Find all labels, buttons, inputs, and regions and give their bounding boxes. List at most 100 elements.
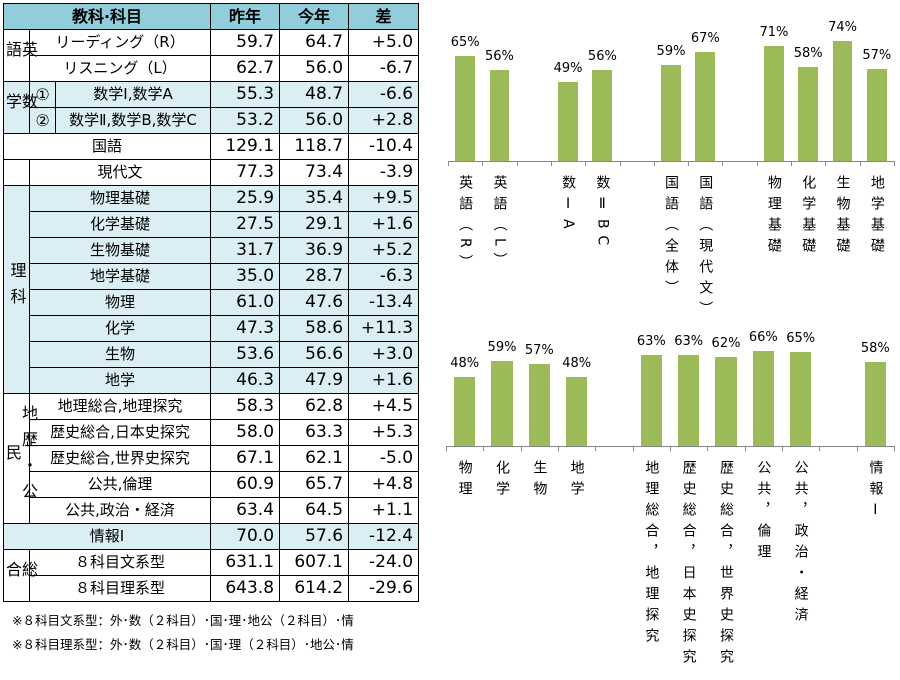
bar (558, 81, 579, 161)
data-label: 48% (450, 355, 480, 371)
this-year-cell: 47.9 (279, 367, 350, 394)
x-axis-line (446, 446, 894, 447)
bar (677, 355, 700, 446)
x-axis-tick (819, 446, 821, 451)
data-label: 57% (524, 342, 554, 358)
bar (798, 67, 819, 161)
group-cell: 数学 (3, 81, 38, 134)
prev-year-cell: 631.1 (210, 549, 281, 576)
x-axis-tick (782, 446, 783, 451)
this-year-cell: 47.6 (279, 289, 350, 316)
subject-cell: 公共,政治・経済 (28, 497, 212, 524)
diff-cell: +2.8 (348, 107, 420, 134)
x-axis-tick (859, 161, 861, 166)
this-year-cell: 28.7 (279, 263, 350, 290)
category-label: 生物基礎 (834, 175, 851, 259)
bar (455, 55, 476, 161)
group-label: 理科 (7, 262, 27, 314)
subject-cell: ８科目文系型 (28, 549, 212, 576)
group-label: 数学 (3, 93, 38, 119)
bar (832, 41, 853, 161)
bar (752, 350, 775, 446)
table-row: 英語 リーディング（R） 59.7 64.7 +5.0 (3, 29, 420, 82)
diff-cell: -24.0 (348, 549, 420, 576)
prev-year-cell: 59.7 (210, 29, 281, 56)
category-label: 数ⅠA (560, 175, 577, 236)
x-axis-tick (894, 161, 895, 166)
table-body: 英語 リーディング（R） 59.7 64.7 +5.0 リスニング（L） 62.7 56.0-… (2, 29, 420, 602)
subject-cell: 化学 (28, 315, 212, 342)
prev-year-cell: 55.3 (210, 81, 281, 108)
x-axis-tick (707, 446, 709, 451)
header-prev-year: 昨年 (210, 3, 281, 30)
category-label: 物理基礎 (765, 175, 782, 259)
blank-cell (3, 159, 30, 186)
this-year-cell: 64.7 (279, 29, 350, 56)
data-label: 59% (487, 340, 517, 356)
prev-year-cell: 63.4 (210, 497, 281, 524)
subject-cell: 数学Ⅱ,数学B,数学C (54, 107, 212, 134)
x-axis-tick (791, 161, 793, 166)
data-label: 74% (828, 20, 857, 36)
x-axis-tick (619, 161, 621, 166)
subject-cell: 情報Ⅰ (2, 523, 212, 550)
row-number: ① (29, 81, 56, 108)
table-row: 歴史総合,世界史探究 67.1 62.1 -5.0 (3, 445, 420, 472)
this-year-cell: 48.7 (279, 81, 350, 108)
data-label: 56% (587, 49, 617, 65)
x-axis-tick (670, 446, 671, 451)
x-axis-tick (520, 446, 522, 451)
x-axis-tick (856, 446, 858, 451)
bar (592, 70, 613, 161)
bar (491, 361, 513, 446)
diff-cell: -6.6 (348, 81, 420, 108)
bar (715, 356, 737, 446)
group-cell: 英語 (3, 29, 38, 82)
note-bunkei: ※８科目文系型：外･数（２科目）･国･理･地公（２科目）･情 (12, 613, 354, 628)
prev-year-cell: 61.0 (210, 289, 281, 316)
table-row: 地歴・公民 地理総合,地理探究 58.3 62.8 +4.5 (3, 393, 420, 524)
subject-cell: ８科目理系型 (28, 575, 212, 602)
x-axis-tick (550, 161, 552, 166)
diff-cell: +5.3 (348, 419, 420, 446)
x-axis-tick (722, 161, 724, 166)
x-axis-line (448, 161, 894, 162)
x-axis-tick (632, 446, 634, 451)
category-label: 国語（現代文） (697, 175, 714, 322)
x-axis-tick (688, 161, 690, 166)
category-label: 地学 (568, 460, 585, 502)
subject-cell: 数学Ⅰ,数学A (54, 81, 212, 108)
prev-year-cell: 47.3 (210, 315, 281, 342)
bar (565, 376, 588, 446)
prev-year-cell: 53.6 (210, 341, 281, 368)
table-row: 数学 ① 数学Ⅰ,数学A 55.3 48.7 -6.6 (3, 81, 420, 134)
note-rikei: ※８科目理系型：外･数（２科目）･国･理（２科目）･地公･情 (12, 637, 354, 652)
x-axis-tick (653, 161, 655, 166)
subject-cell: 歴史総合,日本史探究 (28, 419, 212, 446)
category-label: 生物 (531, 460, 548, 502)
header-subject: 教科·科目 (2, 3, 212, 30)
data-label: 49% (553, 60, 583, 76)
table-row: 国語 129.1 118.7 -10.4 (2, 133, 420, 160)
subject-cell: 生物基礎 (28, 237, 212, 264)
this-year-cell: 57.6 (279, 523, 350, 550)
diff-cell: -13.4 (348, 289, 420, 316)
this-year-cell: 62.8 (279, 393, 350, 420)
this-year-cell: 65.7 (279, 471, 350, 498)
x-axis-tick (825, 161, 827, 166)
data-label: 56% (485, 49, 514, 65)
category-label: 歴史総合，日本史探究 (680, 460, 697, 670)
diff-cell: +5.0 (348, 29, 420, 56)
this-year-cell: 614.2 (279, 575, 350, 602)
prev-year-cell: 62.7 (210, 55, 281, 82)
row-number: ② (29, 107, 56, 134)
data-label: 65% (450, 34, 480, 50)
diff-cell: -5.0 (348, 445, 420, 472)
bar (640, 355, 663, 446)
prev-year-cell: 35.0 (210, 263, 281, 290)
data-label: 59% (656, 44, 686, 60)
diff-cell: -6.3 (348, 263, 420, 290)
x-axis-tick (894, 446, 895, 451)
x-axis-tick (482, 161, 484, 166)
diff-cell: +3.0 (348, 341, 420, 368)
